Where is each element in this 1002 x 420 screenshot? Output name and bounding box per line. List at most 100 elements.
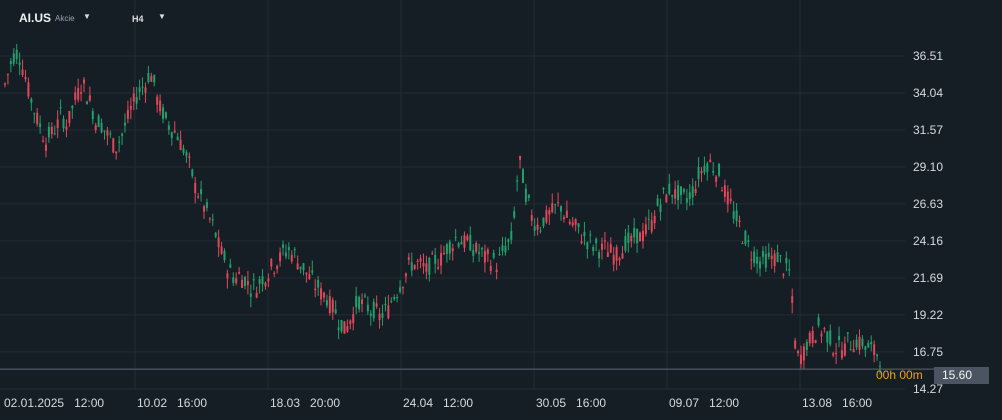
candle [182, 144, 185, 156]
candle [756, 249, 759, 274]
candle [211, 213, 214, 226]
candle-body [665, 194, 668, 203]
symbol-dropdown-icon[interactable]: ▼ [83, 12, 91, 21]
candle-body [337, 327, 340, 331]
candle [726, 185, 729, 213]
candle-body [109, 133, 112, 135]
candle-body [609, 244, 612, 253]
candle [498, 246, 501, 256]
candle-body [153, 74, 156, 83]
candle-body [612, 254, 615, 265]
candle-body [688, 192, 691, 200]
candle-body [226, 273, 229, 279]
candle [843, 336, 846, 357]
candle-body [39, 123, 42, 127]
candle [401, 286, 404, 295]
candle-body [879, 365, 881, 367]
candle [451, 243, 454, 261]
candle-body [44, 144, 47, 151]
candle-body [302, 263, 305, 271]
candle-body [539, 230, 542, 232]
candle-body [340, 320, 343, 332]
candle [723, 179, 726, 203]
candle-body [674, 189, 677, 199]
candle-body [42, 140, 45, 142]
candle-body [416, 260, 419, 262]
candle-body [176, 136, 179, 141]
candle [71, 104, 74, 119]
candle [694, 180, 697, 196]
x-tick-date: 30.05 [536, 396, 566, 410]
candle-body [220, 246, 223, 254]
x-tick-date: 09.07 [669, 396, 699, 410]
candle [551, 193, 554, 214]
candle-body [378, 313, 381, 321]
candle [674, 180, 677, 205]
candle [220, 241, 223, 255]
candle [685, 188, 688, 211]
candle [235, 272, 238, 286]
candle-body [173, 130, 176, 133]
candle-body [782, 274, 785, 276]
candle [744, 229, 747, 247]
candle-body [691, 186, 694, 198]
candle [170, 131, 173, 146]
candle [162, 103, 165, 124]
candle-body [521, 169, 524, 183]
candle [647, 209, 650, 230]
candle-body [287, 247, 290, 251]
candle [352, 306, 355, 331]
candle [24, 69, 27, 83]
candle-body [36, 112, 39, 125]
candle-body [483, 251, 486, 263]
candle-body [773, 253, 776, 267]
candle-body [241, 279, 244, 288]
candle-body [56, 119, 59, 129]
candle [720, 186, 723, 192]
candle-body [349, 320, 352, 325]
candle-body [536, 224, 539, 230]
candle-body [712, 170, 715, 173]
candle-body [59, 107, 62, 109]
candle [91, 108, 94, 125]
candle-body [200, 189, 203, 195]
timeframe-dropdown-icon[interactable]: ▼ [158, 12, 166, 21]
candle [656, 194, 659, 207]
candle [65, 119, 68, 138]
candle [814, 339, 817, 344]
x-tick-label: 02.01.2025 12:00 [4, 396, 104, 410]
candle [840, 341, 843, 360]
candle [504, 236, 507, 256]
candle-body [410, 262, 413, 271]
candle [164, 111, 167, 120]
candle [39, 115, 42, 134]
candle [460, 235, 463, 245]
candle-body [185, 152, 188, 157]
candle [80, 84, 83, 102]
symbol-label[interactable]: AI.US [19, 11, 52, 25]
candle-body [738, 220, 741, 222]
candle-body [21, 69, 24, 75]
candle [776, 244, 779, 263]
candle-body [322, 292, 325, 298]
candle-body [252, 279, 255, 281]
candle-body [583, 231, 586, 237]
candle-body [147, 73, 150, 82]
candle-body [501, 245, 504, 252]
candle [592, 244, 595, 256]
candle-body [852, 349, 855, 353]
candle [176, 132, 179, 141]
candle-body [358, 296, 361, 310]
y-tick-label: 31.57 [913, 123, 943, 137]
x-tick-label: 13.08 16:00 [802, 396, 872, 410]
last-price-label: 15.60 [934, 367, 989, 384]
candle [641, 223, 644, 249]
candle-body [486, 249, 489, 255]
timeframe-selector[interactable]: H4 [132, 14, 144, 24]
candle-body [27, 82, 30, 97]
candle [565, 200, 568, 218]
candle-body [273, 272, 276, 274]
candle [513, 206, 516, 220]
candle [56, 110, 59, 139]
